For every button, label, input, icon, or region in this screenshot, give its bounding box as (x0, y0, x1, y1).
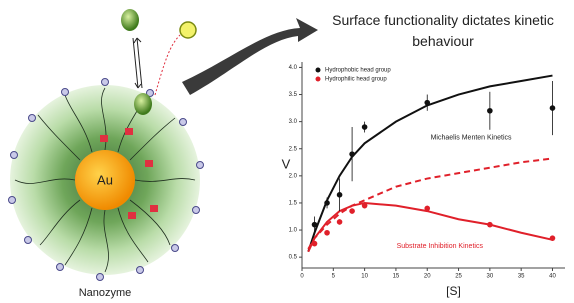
data-point (362, 203, 368, 209)
x-axis-label: [S] (446, 284, 461, 298)
bound-substrate (134, 93, 152, 115)
data-point (424, 100, 430, 106)
y-tick-label: 2.5 (289, 146, 298, 152)
data-point (324, 200, 330, 206)
data-point (550, 235, 556, 241)
y-tick-label: 4.0 (289, 65, 298, 71)
free-substrate (121, 9, 139, 31)
data-point (349, 208, 355, 214)
diagram-caption: Nanozyme (79, 287, 132, 299)
x-tick-label: 5 (332, 274, 336, 280)
product-arrow (155, 35, 180, 95)
y-axis-label: V (282, 156, 291, 171)
data-point (337, 192, 343, 198)
x-tick-label: 0 (300, 274, 304, 280)
y-tick-label: 1.0 (289, 228, 298, 234)
x-tick-label: 15 (393, 274, 400, 280)
annotation: Substrate Inhibition Kinetics (397, 243, 484, 250)
legend-marker (316, 68, 321, 73)
legend-label: Hydrophilic head group (325, 77, 387, 83)
x-tick-label: 35 (518, 274, 525, 280)
data-point (312, 241, 318, 247)
chart-title: Surface functionality dictates kinetic b… (318, 10, 568, 52)
legend-label: Hydrophobic head group (325, 68, 391, 74)
data-point (337, 219, 343, 225)
x-tick-label: 30 (487, 274, 494, 280)
x-tick-label: 25 (455, 274, 462, 280)
flow-arrow (182, 18, 318, 95)
x-tick-label: 20 (424, 274, 431, 280)
y-tick-label: 3.5 (289, 92, 298, 98)
data-point (312, 222, 318, 228)
y-tick-label: 0.5 (289, 255, 298, 261)
data-point (487, 222, 493, 228)
fit-line (308, 158, 552, 249)
x-tick-label: 40 (549, 274, 556, 280)
data-point (424, 206, 430, 212)
data-point (550, 105, 556, 111)
figure: Au Nanozyme 0.5 1.0 1.5 2.0 2.5 3.0 3.5 4.0 0 5 10… (0, 0, 574, 303)
legend-marker (316, 77, 321, 82)
y-tick-label: 3.0 (289, 119, 298, 125)
y-tick-label: 1.5 (289, 201, 298, 207)
product (180, 22, 196, 38)
nanozyme-diagram: Au Nanozyme (9, 9, 319, 299)
exchange-arrows (133, 38, 142, 88)
y-tick-label: 2.0 (289, 173, 298, 179)
data-point (324, 230, 330, 236)
data-point (487, 108, 493, 114)
data-point (362, 124, 368, 130)
x-tick-label: 10 (361, 274, 368, 280)
annotation: Michaelis Menten Kinetics (431, 135, 512, 142)
data-point (349, 151, 355, 157)
core-label: Au (97, 172, 113, 187)
